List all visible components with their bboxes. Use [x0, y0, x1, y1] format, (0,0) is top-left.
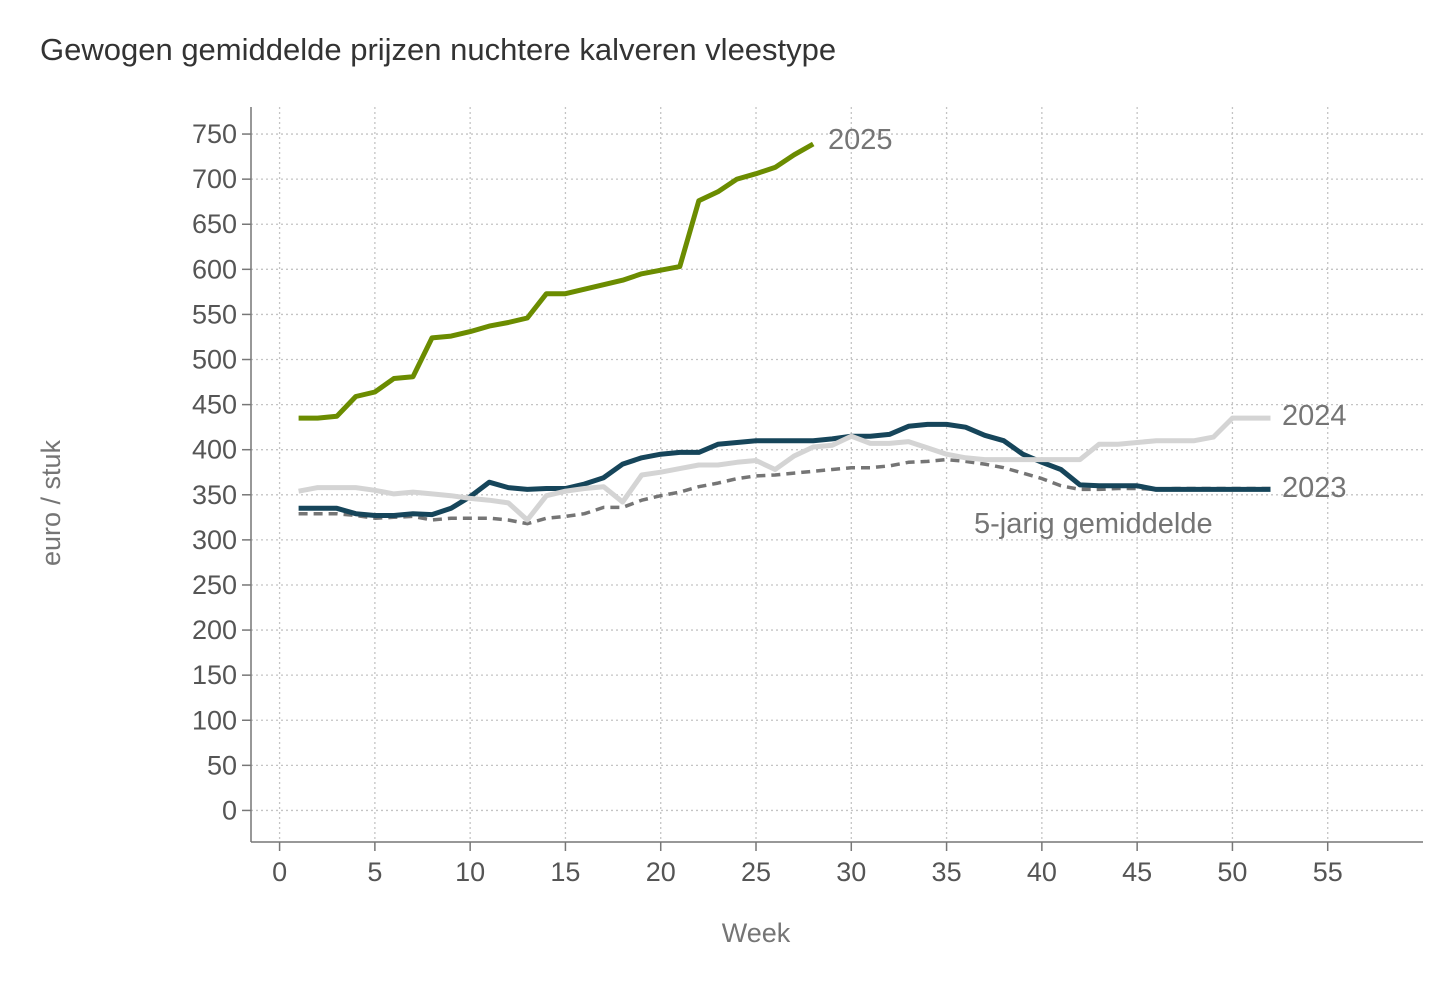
series-line-2023: [298, 421, 1271, 518]
x-tick-label: 55: [1313, 857, 1343, 887]
chart-title: Gewogen gemiddelde prijzen nuchtere kalv…: [40, 32, 837, 67]
grid: [251, 107, 1423, 842]
y-tick-label: 250: [192, 570, 237, 600]
x-tick-label: 45: [1122, 857, 1152, 887]
x-axis-title: Week: [722, 918, 791, 948]
x-tick-label: 5: [367, 857, 382, 887]
series-label-2025: 2025: [828, 124, 893, 156]
series-label-2024: 2024: [1282, 400, 1347, 432]
x-tick-label: 10: [455, 857, 485, 887]
x-tick-label: 20: [646, 857, 676, 887]
x-tick-label: 0: [272, 857, 287, 887]
x-tick-label: 25: [741, 857, 771, 887]
series-label-5-jarig-gemiddelde: 5-jarig gemiddelde: [974, 508, 1213, 540]
y-tick-label: 550: [192, 299, 237, 329]
x-tick-label: 30: [836, 857, 866, 887]
y-tick-label: 450: [192, 390, 237, 420]
axes: 0 5 10 15 20 25 30 35 40 45 50 55050100150200250300…: [192, 107, 1423, 887]
series-labels: 2025 2024 2023 5-jarig gemiddelde: [828, 124, 1347, 540]
x-tick-label: 15: [550, 857, 580, 887]
y-tick-label: 100: [192, 705, 237, 735]
series-line-2024: [298, 415, 1271, 523]
y-tick-label: 300: [192, 525, 237, 555]
series-lines: [298, 141, 1271, 526]
y-tick-label: 400: [192, 435, 237, 465]
x-tick-label: 50: [1217, 857, 1247, 887]
y-tick-label: 0: [222, 795, 237, 825]
x-tick-label: 40: [1027, 857, 1057, 887]
y-tick-label: 50: [207, 750, 237, 780]
x-tick-label: 35: [932, 857, 962, 887]
series-line-2025: [298, 141, 815, 421]
y-tick-label: 200: [192, 615, 237, 645]
y-tick-label: 700: [192, 164, 237, 194]
y-axis-title: euro / stuk: [36, 439, 66, 566]
series-label-2023: 2023: [1282, 472, 1347, 504]
y-tick-label: 750: [192, 119, 237, 149]
y-tick-label: 350: [192, 480, 237, 510]
y-tick-label: 650: [192, 209, 237, 239]
y-tick-label: 150: [192, 660, 237, 690]
y-tick-label: 500: [192, 345, 237, 375]
y-tick-label: 600: [192, 254, 237, 284]
